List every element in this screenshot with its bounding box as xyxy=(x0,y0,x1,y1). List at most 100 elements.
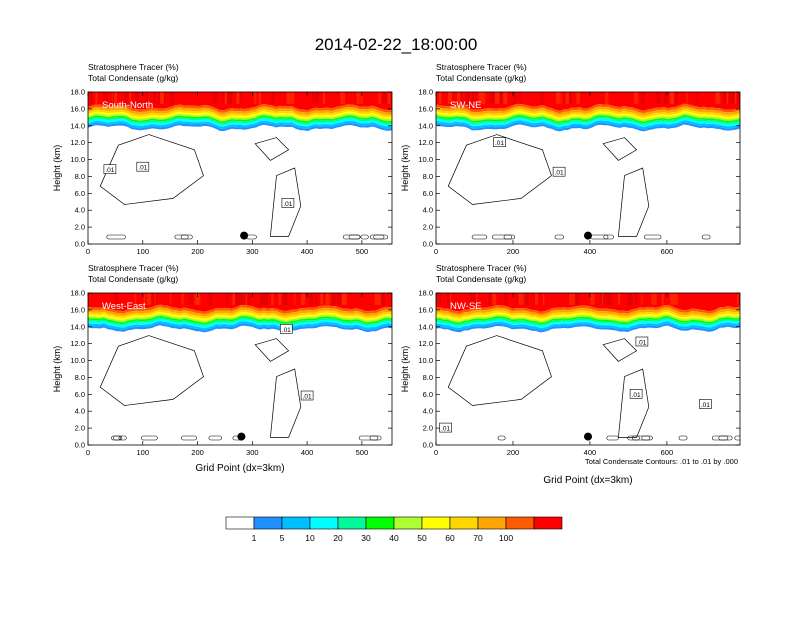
y-tick-label: 6.0 xyxy=(423,189,433,198)
y-tick-label: 18.0 xyxy=(70,88,85,97)
y-tick-label: 10.0 xyxy=(418,356,433,365)
y-tick-label: 12.0 xyxy=(70,138,85,147)
y-tick-label: 16.0 xyxy=(70,104,85,113)
x-tick-label: 200 xyxy=(191,247,204,256)
condensate-contour xyxy=(174,234,193,240)
y-tick-label: 16.0 xyxy=(418,305,433,314)
colorbar-swatch xyxy=(477,516,507,530)
y-tick-label: 2.0 xyxy=(75,424,85,433)
y-axis-label: Height (km) xyxy=(52,145,62,192)
y-tick-label: 4.0 xyxy=(75,206,85,215)
location-marker xyxy=(237,432,246,441)
contour-footnote: Total Condensate Contours: .01 to .01 by… xyxy=(585,457,738,466)
condensate-contour xyxy=(497,435,506,441)
contour-label: .01 xyxy=(552,166,566,177)
colorbar-label: 30 xyxy=(361,533,371,543)
colorbar-label: 40 xyxy=(389,533,399,543)
panel-3: Stratosphere Tracer (%)Total Condensate … xyxy=(52,263,393,474)
condensate-contour xyxy=(618,368,650,438)
y-tick-label: 10.0 xyxy=(70,356,85,365)
y-tick-label: 8.0 xyxy=(75,172,85,181)
y-tick-label: 18.0 xyxy=(70,289,85,298)
panel-subtitle-condensate: Total Condensate (g/kg) xyxy=(436,73,526,83)
contour-label: .01 xyxy=(281,198,295,208)
colorbar-swatch xyxy=(421,516,451,530)
condensate-contour xyxy=(643,234,662,240)
y-tick-label: 8.0 xyxy=(75,373,85,382)
condensate-contour xyxy=(447,335,552,406)
x-tick-label: 400 xyxy=(301,247,314,256)
colorbar-swatch xyxy=(533,516,563,530)
y-tick-label: 16.0 xyxy=(418,104,433,113)
colorbar-label: 5 xyxy=(280,533,285,543)
plot-frame xyxy=(87,292,393,446)
contour-label: .01 xyxy=(279,323,293,334)
y-tick-label: 0.0 xyxy=(75,441,85,450)
y-tick-label: 12.0 xyxy=(70,339,85,348)
y-tick-label: 12.0 xyxy=(418,339,433,348)
tracer-field: .01 .01 xyxy=(436,92,740,244)
condensate-contour xyxy=(701,234,711,240)
y-tick-label: 14.0 xyxy=(418,121,433,130)
condensate-contour xyxy=(348,234,361,240)
colorbar-label: 60 xyxy=(445,533,455,543)
panel-subtitle-condensate: Total Condensate (g/kg) xyxy=(436,274,526,284)
condensate-contour xyxy=(554,234,564,240)
y-tick-label: 4.0 xyxy=(423,206,433,215)
condensate-contour xyxy=(632,435,651,441)
y-tick-label: 6.0 xyxy=(423,390,433,399)
colorbar: 1 5 10 20 30 40 50 60 70 100 xyxy=(225,516,563,543)
x-axis-label: Grid Point (dx=3km) xyxy=(543,475,632,486)
x-tick-label: 500 xyxy=(356,247,369,256)
condensate-contour xyxy=(254,137,290,161)
contour-label: .01 xyxy=(699,399,712,409)
condensate-contour xyxy=(491,234,512,240)
section-label: South-North xyxy=(102,100,153,111)
tracer-field: .01 .01 xyxy=(88,293,392,445)
svg-text:.01: .01 xyxy=(441,426,450,433)
condensate-contour xyxy=(447,134,552,205)
x-tick-label: 100 xyxy=(137,247,150,256)
panel-subtitle-condensate: Total Condensate (g/kg) xyxy=(88,73,178,83)
svg-text:.01: .01 xyxy=(138,165,147,172)
colorbar-label: 100 xyxy=(499,533,513,543)
condensate-contour xyxy=(113,435,121,441)
condensate-contour xyxy=(678,435,688,441)
condensate-contour xyxy=(181,435,197,441)
x-axis-label: Grid Point (dx=3km) xyxy=(195,463,284,474)
svg-text:.01: .01 xyxy=(495,140,504,147)
x-tick-label: 400 xyxy=(584,448,597,457)
panel-1: Stratosphere Tracer (%)Total Condensate … xyxy=(52,62,393,256)
condensate-contour xyxy=(606,435,619,441)
y-tick-label: 0.0 xyxy=(423,441,433,450)
x-tick-label: 300 xyxy=(246,448,259,457)
y-tick-label: 6.0 xyxy=(75,390,85,399)
condensate-contour xyxy=(734,435,740,441)
svg-text:.01: .01 xyxy=(701,402,710,409)
condensate-contour xyxy=(106,234,126,240)
x-tick-label: 500 xyxy=(356,448,369,457)
condensate-contour xyxy=(358,435,379,441)
condensate-contour xyxy=(208,435,222,441)
y-tick-label: 18.0 xyxy=(418,289,433,298)
x-tick-label: 400 xyxy=(301,448,314,457)
condensate-contour xyxy=(118,435,127,441)
y-tick-label: 0.0 xyxy=(75,240,85,249)
condensate-contour xyxy=(627,435,640,441)
colorbar-label: 50 xyxy=(417,533,427,543)
colorbar-swatch xyxy=(281,516,311,530)
x-tick-label: 200 xyxy=(507,448,520,457)
svg-text:.01: .01 xyxy=(283,201,292,208)
y-tick-label: 8.0 xyxy=(423,373,433,382)
x-tick-label: 300 xyxy=(246,247,259,256)
section-label: NW-SE xyxy=(450,301,482,312)
location-marker xyxy=(584,231,592,240)
panel-4: Stratosphere Tracer (%)Total Condensate … xyxy=(400,263,741,486)
colorbar-label: 70 xyxy=(473,533,483,543)
colorbar-swatch xyxy=(449,516,479,530)
contour-label: .01 xyxy=(493,137,506,147)
y-tick-label: 12.0 xyxy=(418,138,433,147)
y-tick-label: 8.0 xyxy=(423,172,433,181)
